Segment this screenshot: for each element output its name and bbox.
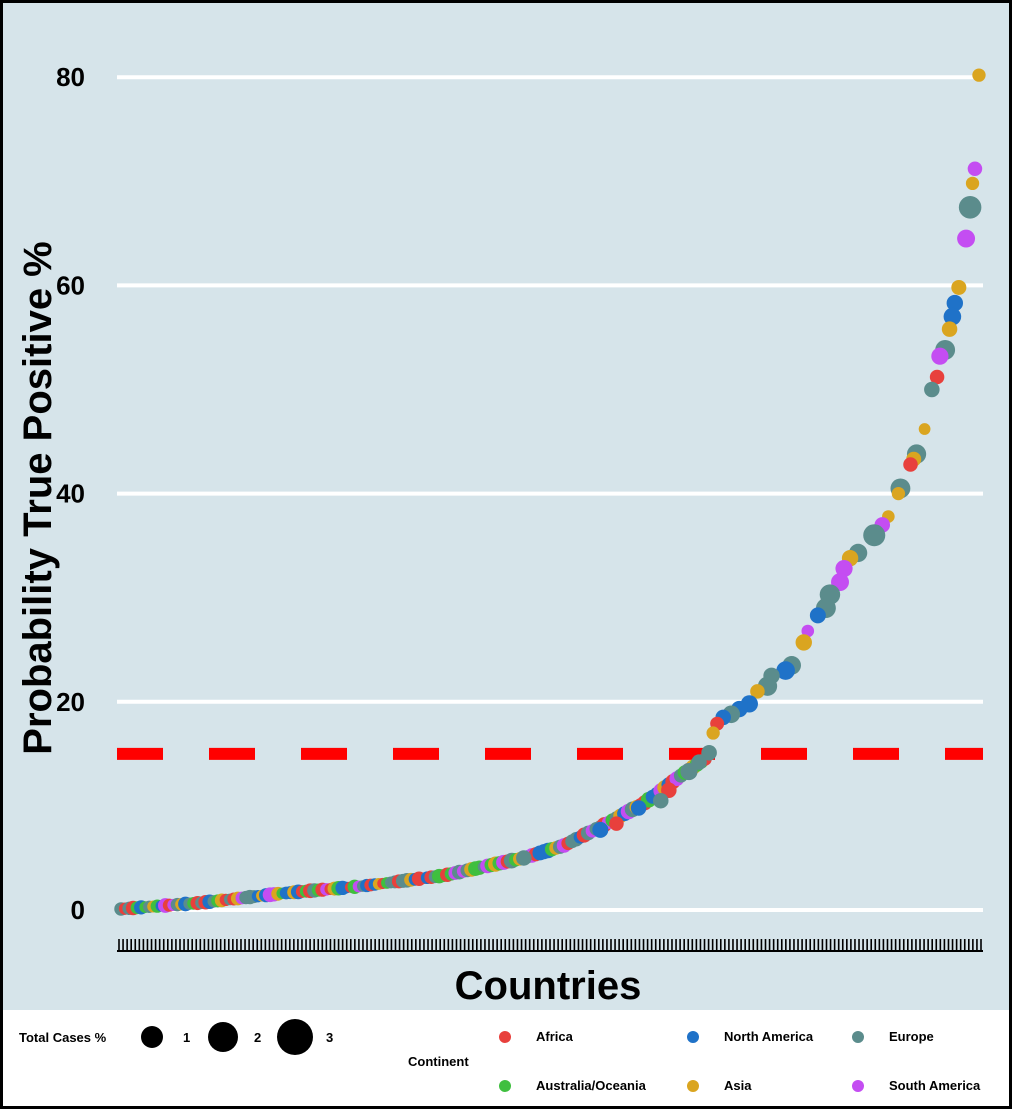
data-point-africa [609,816,624,831]
data-point-europe [863,524,886,547]
y-tick-label: 60 [56,270,85,300]
data-point-africa [929,369,945,385]
y-tick-label: 40 [56,479,85,509]
chart-frame: 0 20 40 60 80 Probability True Positive % Co… [3,3,1009,1106]
color-legend-dot [499,1080,511,1092]
y-axis-title: Probability True Positive % [16,241,60,754]
size-legend-label: 1 [183,1030,191,1045]
scatter-chart: 0 20 40 60 80 Probability True Positive % Co… [16,62,986,1008]
color-legend-dot [852,1080,864,1092]
data-point-europe [516,850,532,866]
data-point-asia [750,684,765,699]
size-legend-dot [141,1026,163,1048]
data-point-south-america [835,559,853,578]
data-point-asia [972,68,986,82]
color-legend-label: Asia [724,1078,752,1093]
y-tick-label: 0 [71,895,85,925]
y-tick-label: 20 [56,687,85,717]
color-legend-label: Europe [889,1029,934,1044]
data-point-asia [965,176,980,191]
data-point-south-america [801,624,815,638]
color-legend-dot [852,1031,864,1043]
color-legend-label: Africa [536,1029,573,1044]
data-point-asia [918,423,931,435]
data-point-north-america [776,661,795,680]
data-point-north-america [592,821,609,838]
data-point [701,745,717,761]
gridlines [117,75,983,912]
x-axis-title: Countries [455,964,642,1008]
data-point-south-america [967,161,983,177]
data-point-north-america [809,607,826,624]
size-legend-label: 2 [254,1030,262,1045]
data-point-south-america [931,347,949,365]
color-legend-dot [687,1080,699,1092]
color-legend-title: Continent [408,1054,469,1069]
data-point-north-america [946,294,964,312]
data-point-europe [653,792,669,809]
data-point-north-america [943,307,962,326]
data-point-asia [795,634,812,651]
color-legend-dot [687,1031,699,1043]
color-legend-dot [499,1031,511,1043]
y-tick-labels: 0 20 40 60 80 [56,62,85,925]
color-legend-label: South America [889,1078,981,1093]
data-point-africa [903,457,918,472]
data-point-north-america [630,800,647,816]
data-point-asia [706,726,720,740]
data-point-europe [958,196,982,219]
size-legend-dot [277,1019,313,1055]
size-legend-title: Total Cases % [19,1030,107,1045]
color-legend-label: North America [724,1029,814,1044]
color-legend-label: Australia/Oceania [536,1078,646,1093]
data-point-europe [924,381,940,398]
data-point-asia [941,321,958,337]
data-point-south-america [957,229,976,248]
data-point-asia [891,486,906,501]
size-legend-dot [208,1022,238,1052]
size-legend-label: 3 [326,1030,334,1045]
data-point-europe [680,762,698,781]
data-points [114,68,986,916]
x-axis-ticks [117,939,983,952]
legend-bar: Total Cases % 1 2 3 Continent Africa North … [3,1010,1009,1106]
y-tick-label: 80 [56,62,85,92]
data-point-asia [951,279,967,295]
